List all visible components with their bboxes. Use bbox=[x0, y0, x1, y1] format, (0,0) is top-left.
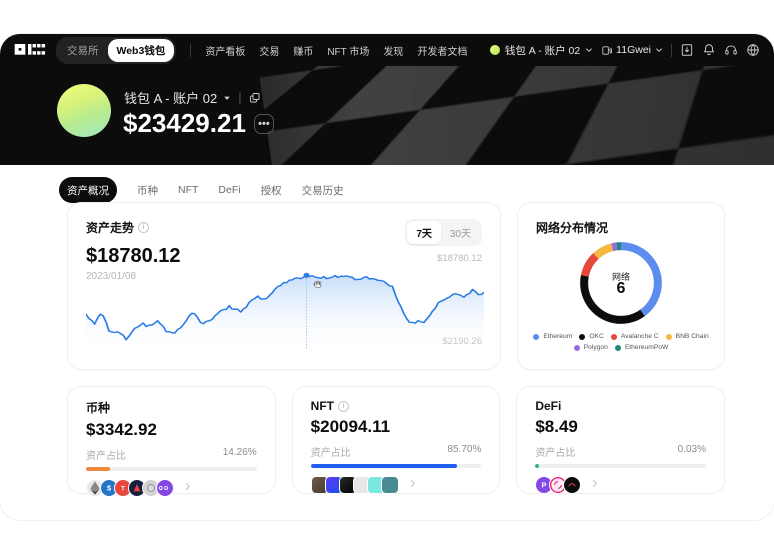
svg-text:$: $ bbox=[107, 484, 111, 493]
svg-text:P: P bbox=[542, 481, 547, 490]
svg-text:T: T bbox=[121, 487, 125, 493]
